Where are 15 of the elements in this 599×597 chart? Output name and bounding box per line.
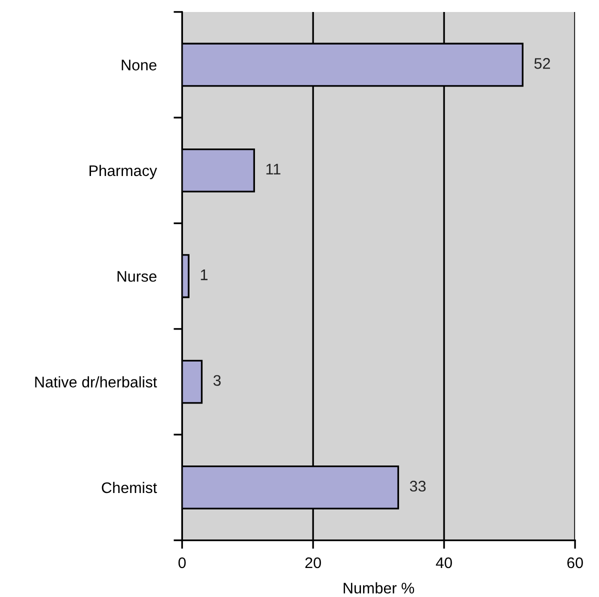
y-tick-label: Chemist [102,482,157,494]
y-tick-label: None [122,60,156,70]
data-label: 33 [410,480,426,492]
y-tick-label: Pharmacy [90,164,158,180]
y-tick-label: Native dr/herbalist [35,376,157,388]
y-tick-label: Nurse [118,271,156,282]
data-label: 3 [213,375,221,386]
x-tick-label: 60 [567,557,583,568]
x-tick-label: 0 [178,557,186,568]
data-label: 52 [534,58,550,69]
x-axis-title: Number % [344,582,414,594]
data-label: 11 [266,164,280,174]
x-tick-label: 20 [305,557,321,568]
data-label: 1 [200,270,208,280]
x-tick-label: 40 [436,557,452,568]
